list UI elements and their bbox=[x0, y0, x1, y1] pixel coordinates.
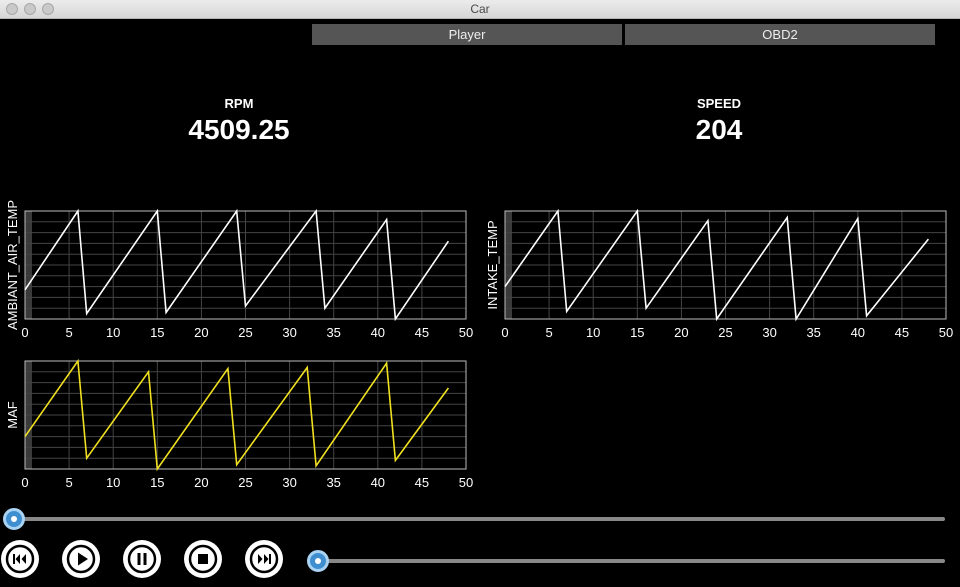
series-line bbox=[24, 208, 450, 322]
skip-back-button[interactable] bbox=[1, 540, 39, 578]
x-tick-label: 30 bbox=[282, 325, 296, 340]
tab-obd2[interactable]: OBD2 bbox=[625, 24, 935, 45]
rpm-value: 4509.25 bbox=[188, 114, 290, 145]
seek-slider-track[interactable] bbox=[14, 517, 945, 521]
pause-icon bbox=[127, 544, 157, 574]
speed-value: 204 bbox=[695, 114, 743, 145]
close-window-button[interactable] bbox=[6, 3, 18, 15]
x-tick-label: 5 bbox=[65, 325, 72, 340]
minimize-window-button[interactable] bbox=[24, 3, 36, 15]
x-tick-label: 10 bbox=[586, 325, 600, 340]
tab-player[interactable]: Player bbox=[312, 24, 622, 45]
y-axis-label: INTAKE_TEMP bbox=[485, 220, 500, 309]
x-tick-label: 10 bbox=[106, 475, 120, 490]
y-axis-label: AMBIANT_AIR_TEMP bbox=[5, 200, 20, 330]
x-tick-label: 25 bbox=[238, 325, 252, 340]
speed-label: SPEED bbox=[696, 96, 742, 111]
plot-frame bbox=[24, 210, 467, 320]
x-tick-label: 35 bbox=[806, 325, 820, 340]
x-tick-label: 45 bbox=[415, 325, 429, 340]
x-tick-label: 0 bbox=[501, 325, 508, 340]
x-tick-label: 20 bbox=[194, 475, 208, 490]
window-title-bar: Car bbox=[0, 0, 960, 19]
play-button[interactable] bbox=[62, 540, 100, 578]
skip-forward-button[interactable] bbox=[245, 540, 283, 578]
x-tick-label: 0 bbox=[21, 475, 28, 490]
x-tick-label: 50 bbox=[939, 325, 953, 340]
x-tick-label: 25 bbox=[238, 475, 252, 490]
x-tick-label: 45 bbox=[895, 325, 909, 340]
x-tick-label: 20 bbox=[674, 325, 688, 340]
volume-slider-handle[interactable] bbox=[307, 550, 329, 572]
x-tick-label: 50 bbox=[459, 325, 473, 340]
skip-back-icon bbox=[5, 544, 35, 574]
x-tick-label: 50 bbox=[459, 475, 473, 490]
x-tick-label: 40 bbox=[371, 475, 385, 490]
x-tick-label: 45 bbox=[415, 475, 429, 490]
zoom-window-button[interactable] bbox=[42, 3, 54, 15]
ambiant-air-temp-chart: 0 5 10 15 20 25 30 35 40 45 50 AMBIANT_AIR_TEMP bbox=[5, 200, 473, 340]
x-tick-label: 10 bbox=[106, 325, 120, 340]
x-tick-label: 5 bbox=[545, 325, 552, 340]
x-tick-label: 20 bbox=[194, 325, 208, 340]
series-line bbox=[504, 208, 930, 322]
x-tick-label: 40 bbox=[371, 325, 385, 340]
stop-icon bbox=[188, 544, 218, 574]
plot-frame bbox=[504, 210, 947, 320]
skip-forward-icon bbox=[249, 544, 279, 574]
window-title: Car bbox=[470, 2, 490, 16]
x-tick-label: 15 bbox=[150, 325, 164, 340]
play-icon bbox=[66, 544, 96, 574]
x-tick-label: 25 bbox=[718, 325, 732, 340]
x-tick-label: 30 bbox=[282, 475, 296, 490]
x-tick-label: 30 bbox=[762, 325, 776, 340]
intake-temp-chart: 0 5 10 15 20 25 30 35 40 45 50 INTAKE_TEMP bbox=[485, 208, 953, 340]
volume-slider-track[interactable] bbox=[318, 559, 945, 563]
plot-frame bbox=[24, 360, 467, 470]
x-tick-label: 35 bbox=[326, 475, 340, 490]
x-tick-label: 40 bbox=[851, 325, 865, 340]
series-line bbox=[24, 358, 450, 472]
x-tick-label: 0 bbox=[21, 325, 28, 340]
seek-slider-handle[interactable] bbox=[3, 508, 25, 530]
rpm-label: RPM bbox=[224, 96, 254, 111]
x-tick-label: 5 bbox=[65, 475, 72, 490]
y-axis-label: MAF bbox=[5, 401, 20, 429]
pause-button[interactable] bbox=[123, 540, 161, 578]
x-tick-label: 15 bbox=[630, 325, 644, 340]
x-tick-label: 35 bbox=[326, 325, 340, 340]
stop-button[interactable] bbox=[184, 540, 222, 578]
maf-chart: 0 5 10 15 20 25 30 35 40 45 50 MAF bbox=[5, 358, 473, 490]
x-tick-label: 15 bbox=[150, 475, 164, 490]
